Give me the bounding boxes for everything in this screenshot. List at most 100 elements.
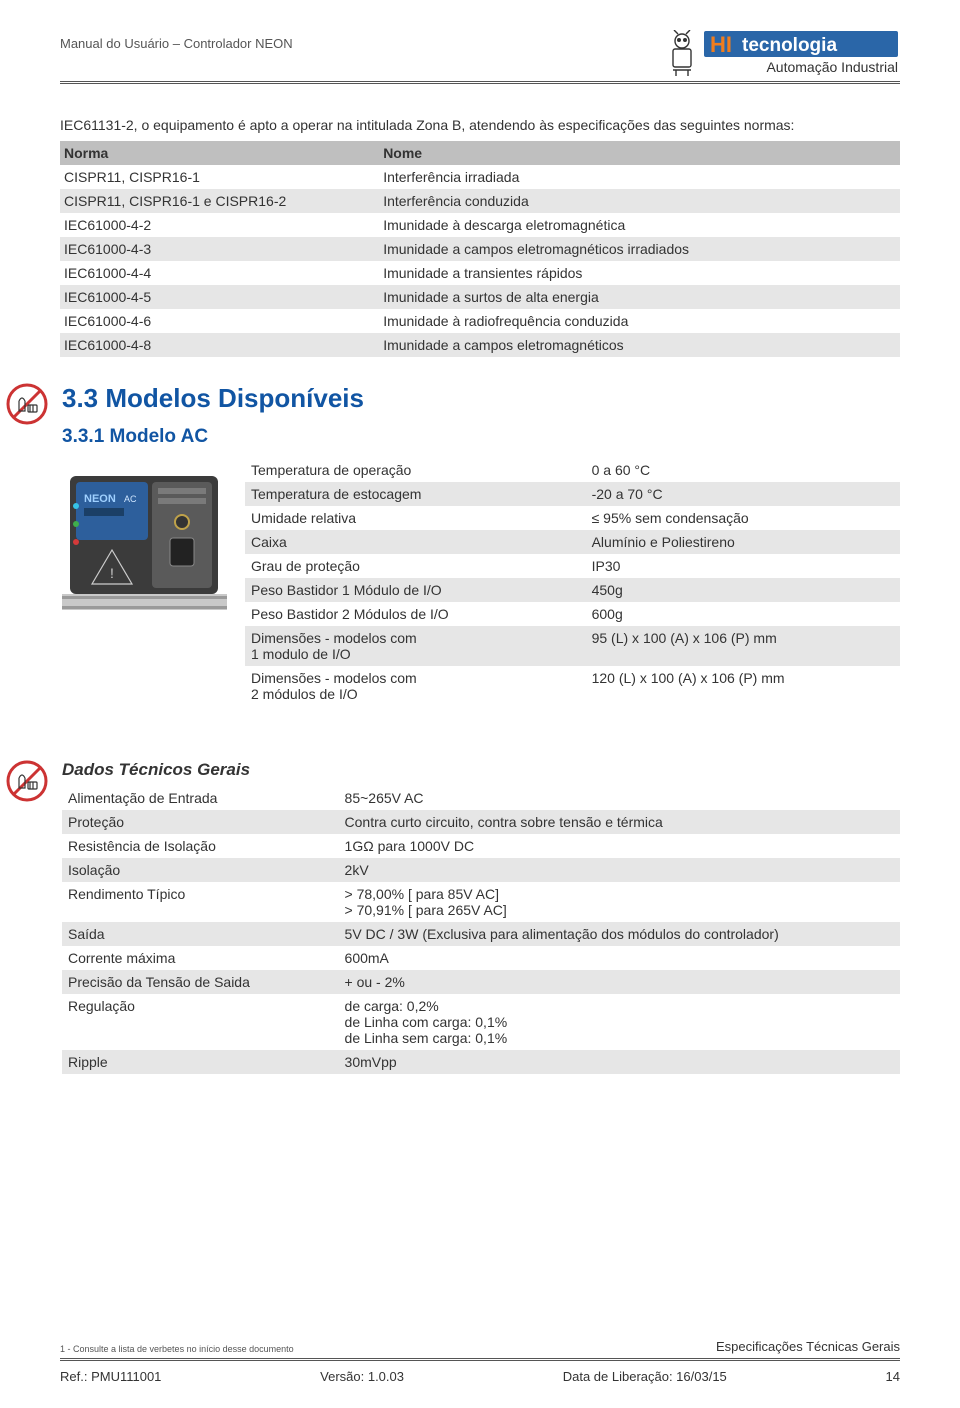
norms-table: Norma Nome CISPR11, CISPR16-1Interferênc… <box>60 141 900 357</box>
svg-text:AC: AC <box>124 494 137 504</box>
table-row: IEC61000-4-8Imunidade a campos eletromag… <box>60 333 900 357</box>
table-cell-key: Temperatura de estocagem <box>245 482 586 506</box>
col-nome: Nome <box>379 141 900 165</box>
table-row: Alimentação de Entrada85~265V AC <box>62 786 900 810</box>
table-cell-key: Proteção <box>62 810 339 834</box>
table-cell: Interferência irradiada <box>379 165 900 189</box>
table-cell-value: ≤ 95% sem condensação <box>586 506 900 530</box>
table-header-row: Norma Nome <box>60 141 900 165</box>
table-cell-value: IP30 <box>586 554 900 578</box>
table-cell-value: + ou - 2% <box>339 970 900 994</box>
dados-tecnicos-title: Dados Técnicos Gerais <box>62 760 900 780</box>
table-cell-value: 2kV <box>339 858 900 882</box>
page-header: Manual do Usuário – Controlador NEON HI … <box>60 30 900 78</box>
table-cell-value: > 78,00% [ para 85V AC]> 70,91% [ para 2… <box>339 882 900 922</box>
footer-release: Data de Liberação: 16/03/15 <box>563 1369 727 1384</box>
table-cell-value: 95 (L) x 100 (A) x 106 (P) mm <box>586 626 900 666</box>
svg-text:NEON: NEON <box>84 493 116 505</box>
table-cell: CISPR11, CISPR16-1 e CISPR16-2 <box>60 189 379 213</box>
table-row: CISPR11, CISPR16-1Interferência irradiad… <box>60 165 900 189</box>
footer-section-label: Especificações Técnicas Gerais <box>716 1339 900 1354</box>
footer-ref: Ref.: PMU111001 <box>60 1369 161 1384</box>
table-cell-key: Peso Bastidor 2 Módulos de I/O <box>245 602 586 626</box>
col-norma: Norma <box>60 141 379 165</box>
table-cell-value: -20 a 70 °C <box>586 482 900 506</box>
table-cell: Imunidade a campos eletromagnéticos irra… <box>379 237 900 261</box>
table-cell-key: Isolação <box>62 858 339 882</box>
table-row: IEC61000-4-6Imunidade à radiofrequência … <box>60 309 900 333</box>
table-cell-value: 30mVpp <box>339 1050 900 1074</box>
table-row: IEC61000-4-2Imunidade à descarga eletrom… <box>60 213 900 237</box>
table-row: Dimensões - modelos com2 módulos de I/O1… <box>245 666 900 706</box>
no-interaction-icon <box>6 760 48 802</box>
table-cell-key: Dimensões - modelos com2 módulos de I/O <box>245 666 586 706</box>
intro-paragraph: IEC61131-2, o equipamento é apto a opera… <box>60 116 900 135</box>
table-cell-key: Ripple <box>62 1050 339 1074</box>
dados-tecnicos-table: Alimentação de Entrada85~265V ACProteção… <box>62 786 900 1074</box>
table-cell-key: Temperatura de operação <box>245 458 586 482</box>
table-row: IEC61000-4-5Imunidade a surtos de alta e… <box>60 285 900 309</box>
section-3-3-title: 3.3 Modelos Disponíveis <box>62 383 900 414</box>
table-cell-value: 85~265V AC <box>339 786 900 810</box>
table-cell-value: de carga: 0,2%de Linha com carga: 0,1%de… <box>339 994 900 1050</box>
table-cell-key: Grau de proteção <box>245 554 586 578</box>
modelo-ac-table: Temperatura de operação0 a 60 °CTemperat… <box>245 458 900 706</box>
brand-top-text: tecnologia <box>742 35 837 56</box>
no-interaction-icon <box>6 383 48 425</box>
table-row: Regulaçãode carga: 0,2%de Linha com carg… <box>62 994 900 1050</box>
table-cell-key: Peso Bastidor 1 Módulo de I/O <box>245 578 586 602</box>
table-cell-key: Dimensões - modelos com1 modulo de I/O <box>245 626 586 666</box>
table-row: Grau de proteçãoIP30 <box>245 554 900 578</box>
brand-logo: HI tecnologia Automação Industrial <box>670 30 900 78</box>
footer-page: 14 <box>886 1369 900 1384</box>
table-cell-value: 120 (L) x 100 (A) x 106 (P) mm <box>586 666 900 706</box>
table-cell-value: 600g <box>586 602 900 626</box>
table-cell: IEC61000-4-4 <box>60 261 379 285</box>
table-cell: Imunidade a surtos de alta energia <box>379 285 900 309</box>
table-cell: Imunidade a campos eletromagnéticos <box>379 333 900 357</box>
table-cell-key: Umidade relativa <box>245 506 586 530</box>
table-cell-key: Corrente máxima <box>62 946 339 970</box>
table-cell: IEC61000-4-6 <box>60 309 379 333</box>
table-row: Peso Bastidor 1 Módulo de I/O450g <box>245 578 900 602</box>
table-cell-key: Caixa <box>245 530 586 554</box>
header-rule <box>60 81 900 84</box>
table-row: IEC61000-4-3Imunidade a campos eletromag… <box>60 237 900 261</box>
footnote: 1 - Consulte a lista de verbetes no iníc… <box>60 1344 294 1354</box>
table-cell: IEC61000-4-8 <box>60 333 379 357</box>
svg-text:HI: HI <box>710 32 732 57</box>
table-cell-value: Contra curto circuito, contra sobre tens… <box>339 810 900 834</box>
table-row: Precisão da Tensão de Saida+ ou - 2% <box>62 970 900 994</box>
table-cell: IEC61000-4-3 <box>60 237 379 261</box>
neon-ac-product-icon: NEON AC ! <box>62 458 227 623</box>
hi-tecnologia-logo-icon: HI tecnologia Automação Industrial <box>670 30 900 78</box>
table-cell-value: 600mA <box>339 946 900 970</box>
table-row: CISPR11, CISPR16-1 e CISPR16-2Interferên… <box>60 189 900 213</box>
table-row: Peso Bastidor 2 Módulos de I/O600g <box>245 602 900 626</box>
table-row: CaixaAlumínio e Poliestireno <box>245 530 900 554</box>
svg-text:!: ! <box>110 565 114 581</box>
brand-bottom-text: Automação Industrial <box>766 59 898 75</box>
table-row: Ripple30mVpp <box>62 1050 900 1074</box>
table-cell-value: 450g <box>586 578 900 602</box>
table-row: IEC61000-4-4Imunidade a transientes rápi… <box>60 261 900 285</box>
table-cell: Interferência conduzida <box>379 189 900 213</box>
table-row: Rendimento Típico> 78,00% [ para 85V AC]… <box>62 882 900 922</box>
table-row: Temperatura de estocagem-20 a 70 °C <box>245 482 900 506</box>
table-cell: IEC61000-4-5 <box>60 285 379 309</box>
table-cell-key: Saída <box>62 922 339 946</box>
table-row: Corrente máxima600mA <box>62 946 900 970</box>
table-cell-value: 0 a 60 °C <box>586 458 900 482</box>
footer-rule <box>60 1358 900 1361</box>
table-row: Temperatura de operação0 a 60 °C <box>245 458 900 482</box>
table-cell-key: Precisão da Tensão de Saida <box>62 970 339 994</box>
table-cell: Imunidade à radiofrequência conduzida <box>379 309 900 333</box>
section-3-3-1-title: 3.3.1 Modelo AC <box>62 426 900 448</box>
table-cell-key: Resistência de Isolação <box>62 834 339 858</box>
table-cell-key: Alimentação de Entrada <box>62 786 339 810</box>
table-cell: IEC61000-4-2 <box>60 213 379 237</box>
table-row: Resistência de Isolação1GΩ para 1000V DC <box>62 834 900 858</box>
table-cell: CISPR11, CISPR16-1 <box>60 165 379 189</box>
doc-title: Manual do Usuário – Controlador NEON <box>60 30 293 51</box>
table-cell-value: Alumínio e Poliestireno <box>586 530 900 554</box>
